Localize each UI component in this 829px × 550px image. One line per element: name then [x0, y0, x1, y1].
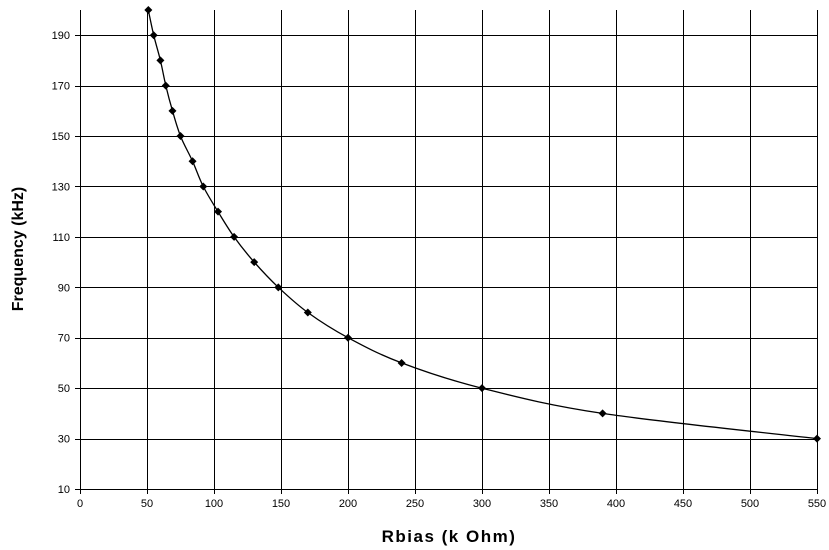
x-tick-label: 400 — [607, 498, 625, 510]
y-tick-label: 130 — [52, 181, 70, 193]
y-axis-title: Frequency (kHz) — [10, 187, 27, 311]
data-point — [156, 56, 165, 65]
data-point — [250, 258, 259, 267]
data-point — [478, 384, 486, 393]
data-point — [188, 157, 197, 166]
y-tick-label: 70 — [58, 333, 70, 345]
x-axis-title: Rbias (k Ohm) — [382, 527, 517, 546]
x-tick-label: 300 — [473, 498, 491, 510]
y-tick-label: 50 — [58, 383, 70, 395]
y-tick-label: 150 — [52, 131, 70, 143]
data-points — [144, 6, 821, 443]
data-point — [274, 283, 283, 292]
y-tick-label: 90 — [58, 282, 70, 294]
tick-labels: 0 50 100 150 200 250 300 350 400 450 500 550 10 30 50 7… — [52, 30, 827, 510]
x-tick-label: 150 — [272, 498, 290, 510]
data-point — [598, 409, 607, 418]
x-tick-label: 0 — [77, 498, 83, 510]
axes — [80, 10, 818, 490]
y-tick-label: 170 — [52, 81, 70, 93]
data-point — [149, 31, 158, 40]
x-tick-label: 250 — [406, 498, 424, 510]
data-point — [813, 434, 821, 443]
x-tick-label: 500 — [741, 498, 759, 510]
data-point — [168, 106, 177, 115]
x-tick-label: 450 — [674, 498, 692, 510]
data-point — [303, 308, 312, 317]
data-point — [230, 232, 239, 241]
data-point — [344, 333, 352, 342]
y-tick-label: 10 — [58, 484, 70, 496]
y-tick-label: 30 — [58, 434, 70, 446]
data-point — [214, 207, 223, 216]
grid-lines — [80, 10, 818, 489]
x-tick-label: 550 — [808, 498, 826, 510]
data-point — [176, 132, 185, 141]
x-tick-label: 200 — [339, 498, 357, 510]
data-point — [144, 6, 153, 14]
x-tick-label: 50 — [141, 498, 153, 510]
data-point — [161, 81, 170, 90]
x-tick-label: 350 — [540, 498, 558, 510]
x-tick-label: 100 — [205, 498, 223, 510]
data-point — [199, 182, 208, 191]
y-tick-label: 110 — [52, 232, 70, 244]
y-tick-label: 190 — [52, 30, 70, 42]
data-point — [397, 358, 406, 367]
